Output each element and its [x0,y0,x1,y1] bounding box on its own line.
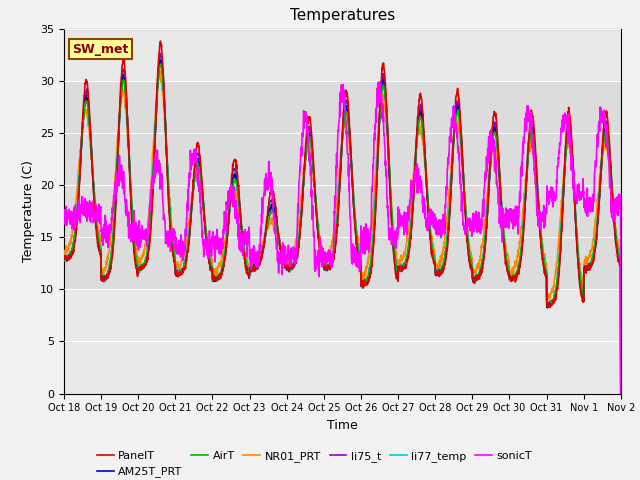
PanelT [617,391,625,396]
AirT [359,281,367,287]
AirT [157,61,164,67]
li75_t [504,268,512,274]
li75_t [584,265,591,271]
li77_temp [504,264,512,270]
sonicT [371,130,378,136]
NR01_PRT [584,255,591,261]
Line: li75_t: li75_t [64,53,621,394]
AM25T_PRT [568,149,575,155]
li75_t [216,276,223,281]
AM25T_PRT [617,391,625,396]
AirT [60,255,68,261]
AM25T_PRT [584,265,591,271]
sonicT [504,224,512,229]
sonicT [374,79,382,85]
li77_temp [617,391,625,396]
li77_temp [584,265,591,271]
AM25T_PRT [371,218,379,224]
li75_t [371,214,379,219]
AirT [504,265,512,271]
li75_t [617,391,625,396]
li77_temp [60,255,68,261]
NR01_PRT [216,262,223,268]
NR01_PRT [60,251,68,257]
AirT [371,210,379,216]
Bar [64,81,621,289]
PanelT [60,254,68,260]
li77_temp [216,272,223,278]
AM25T_PRT [156,57,164,63]
NR01_PRT [568,161,575,167]
sonicT [60,207,68,213]
AirT [568,150,575,156]
sonicT [568,154,575,160]
li75_t [156,50,164,56]
Line: AM25T_PRT: AM25T_PRT [64,60,621,394]
sonicT [584,185,591,191]
AirT [617,391,625,396]
NR01_PRT [617,391,625,396]
sonicT [358,237,366,243]
NR01_PRT [359,275,367,280]
NR01_PRT [371,183,379,189]
AM25T_PRT [504,271,512,276]
li75_t [60,253,68,259]
Title: Temperatures: Temperatures [290,9,395,24]
Text: SW_met: SW_met [72,43,129,56]
PanelT [584,266,591,272]
X-axis label: Time: Time [327,419,358,432]
sonicT [617,391,625,396]
Legend: PanelT, AM25T_PRT, AirT, NR01_PRT, li75_t, li77_temp, sonicT: PanelT, AM25T_PRT, AirT, NR01_PRT, li75_… [93,446,536,480]
li77_temp [157,56,164,61]
PanelT [504,270,512,276]
Line: li77_temp: li77_temp [64,59,621,394]
li75_t [568,147,575,153]
li77_temp [568,145,575,151]
sonicT [216,251,223,256]
Y-axis label: Temperature (C): Temperature (C) [22,160,35,262]
PanelT [157,38,164,44]
PanelT [216,272,223,278]
NR01_PRT [504,266,512,272]
Line: AirT: AirT [64,64,621,394]
Line: NR01_PRT: NR01_PRT [64,71,621,394]
PanelT [371,223,379,229]
AM25T_PRT [60,254,68,260]
li77_temp [371,206,379,212]
AM25T_PRT [359,282,367,288]
Line: sonicT: sonicT [64,82,621,394]
PanelT [568,136,575,142]
AirT [216,272,223,278]
PanelT [359,280,367,286]
Line: PanelT: PanelT [64,41,621,394]
li75_t [359,282,367,288]
AM25T_PRT [216,273,223,278]
li77_temp [359,286,367,291]
AirT [584,264,591,269]
NR01_PRT [156,68,163,73]
